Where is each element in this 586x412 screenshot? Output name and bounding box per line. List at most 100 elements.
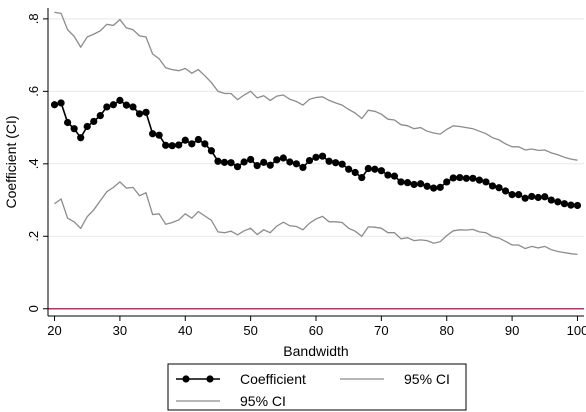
series-layer [50,11,582,256]
data-point-coefficient [312,153,320,161]
data-point-coefficient [508,191,516,199]
data-point-coefficient [390,172,399,180]
data-point-coefficient [286,158,294,166]
data-point-coefficient [233,163,242,171]
data-point-coefficient [332,159,340,167]
data-point-coefficient [155,131,163,139]
data-point-coefficient [377,167,385,175]
data-point-coefficient [122,101,131,109]
data-point-coefficient [469,174,477,182]
data-point-coefficient [515,191,523,199]
data-point-coefficient [253,162,261,170]
data-point-coefficient [345,165,353,173]
data-point-coefficient [70,125,78,133]
data-point-coefficient [528,192,536,201]
data-point-coefficient [50,101,59,109]
data-point-coefficient [181,136,189,144]
data-point-coefficient [371,165,379,173]
data-point-coefficient [482,178,490,186]
data-point-coefficient [554,198,562,206]
data-point-coefficient [247,155,255,164]
legend-label-ci-lower: 95% CI [240,393,286,409]
y-tick-label: .8 [26,13,41,24]
legend: Coefficient 95% CI 95% CI [167,363,467,411]
data-point-coefficient [475,176,484,184]
data-point-coefficient [260,158,268,166]
data-point-coefficient [266,161,274,169]
data-point-coefficient [358,173,366,182]
data-point-coefficient [338,160,346,168]
data-point-coefficient [325,157,333,165]
legend-marker-coefficient [182,375,190,383]
data-point-coefficient [430,184,438,192]
data-point-coefficient [57,99,65,107]
y-tick-label: .4 [26,158,41,169]
data-point-coefficient [397,178,405,186]
tick-layer: 20 30 40 50 60 70 80 90 100 0 .2 .4 .6 .8 [26,13,586,338]
data-point-coefficient [96,112,104,120]
data-point-coefficient [188,140,196,148]
data-point-coefficient [207,147,216,155]
data-point-coefficient [83,122,91,131]
x-tick-label: 80 [439,323,453,338]
legend-label-ci-upper: 95% CI [404,371,450,387]
data-point-coefficient [273,156,281,164]
data-point-coefficient [416,180,425,188]
data-point-coefficient [64,118,72,127]
legend-item-coefficient: Coefficient [176,371,306,387]
legend-label-coefficient: Coefficient [240,371,306,387]
data-point-coefficient [129,103,137,111]
data-point-coefficient [521,194,529,202]
data-point-coefficient [135,110,144,118]
legend-box [167,363,467,411]
data-point-coefficient [384,171,392,179]
data-point-coefficient [116,96,124,104]
data-point-coefficient [292,160,300,168]
data-point-coefficient [560,200,568,208]
y-tick-label: 0 [26,305,41,312]
data-point-coefficient [462,174,470,182]
data-point-coefficient [220,158,229,166]
x-tick-label: 60 [309,323,323,338]
data-point-coefficient [305,156,314,165]
data-point-coefficient [541,193,549,201]
data-point-coefficient [90,117,98,126]
data-point-coefficient [299,163,307,172]
data-point-coefficient [364,164,372,173]
data-point-coefficient [573,201,582,210]
y-axis-title: Coefficient (CI) [3,115,19,208]
data-point-coefficient [142,108,150,116]
data-point-coefficient [410,180,418,189]
data-point-coefficient [436,183,444,191]
data-point-coefficient [456,173,464,182]
data-point-coefficient [351,168,359,177]
data-point-coefficient [318,152,327,160]
x-tick-label: 50 [243,323,257,338]
x-tick-label: 20 [47,323,61,338]
legend-item-ci-lower: 95% CI [176,393,286,409]
data-point-coefficient [148,130,157,138]
axes [47,8,584,317]
data-point-coefficient [449,174,457,182]
legend-marker-coefficient [206,375,214,383]
data-point-coefficient [103,103,111,111]
data-point-coefficient [501,187,510,195]
y-tick-label: .6 [26,86,41,97]
data-point-coefficient [77,134,85,142]
data-point-coefficient [567,201,575,209]
series-line-ci-lower [54,181,578,256]
data-point-coefficient [488,182,497,190]
data-point-coefficient [495,184,503,192]
data-point-coefficient [168,142,176,150]
x-tick-label: 40 [178,323,192,338]
grid-lines [48,18,584,237]
x-tick-label: 30 [113,323,127,338]
series-line-ci-upper [54,11,578,161]
data-point-coefficient [534,193,542,202]
y-tick-label: .2 [26,231,41,242]
data-point-coefficient [214,157,222,165]
data-point-coefficient [109,101,117,109]
data-point-coefficient [403,179,412,187]
legend-item-ci-upper: 95% CI [340,371,450,387]
